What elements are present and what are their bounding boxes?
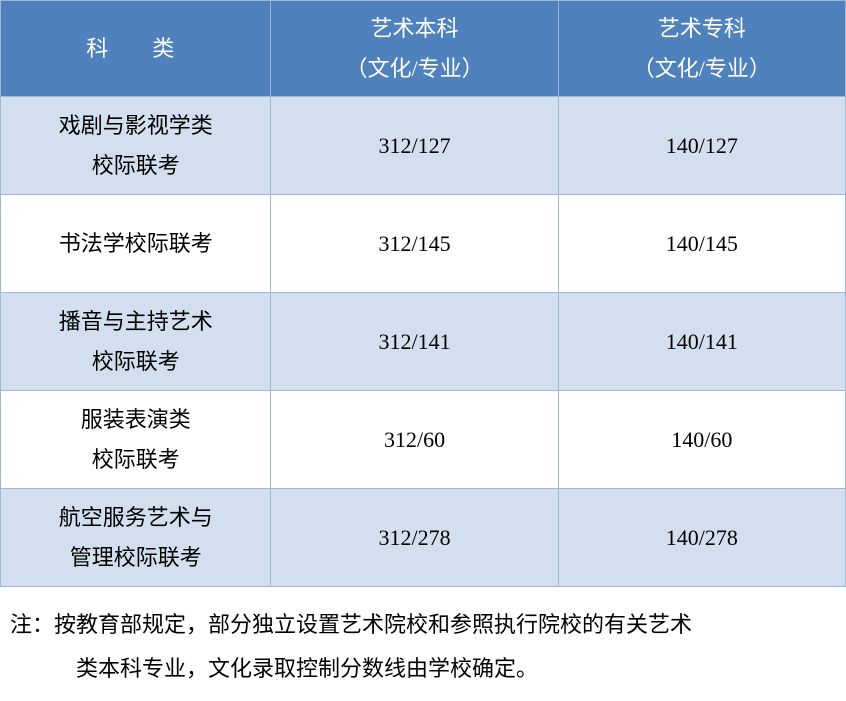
- table-body: 戏剧与影视学类 校际联考 312/127 140/127 书法学校际联考 312…: [1, 97, 846, 587]
- cell-col1: 312/127: [271, 97, 558, 195]
- cell-col2: 140/145: [558, 195, 845, 293]
- header-col2: 艺术专科 （文化/专业）: [558, 1, 845, 97]
- cell-col1: 312/60: [271, 391, 558, 489]
- table-row: 播音与主持艺术 校际联考 312/141 140/141: [1, 293, 846, 391]
- table-header-row: 科 类 艺术本科 （文化/专业） 艺术专科 （文化/专业）: [1, 1, 846, 97]
- header-category: 科 类: [1, 1, 271, 97]
- table-row: 服装表演类 校际联考 312/60 140/60: [1, 391, 846, 489]
- header-col2-line2: （文化/专业）: [563, 49, 841, 89]
- cell-category: 航空服务艺术与 管理校际联考: [1, 489, 271, 587]
- cell-col2: 140/127: [558, 97, 845, 195]
- header-col1-line1: 艺术本科: [275, 9, 553, 49]
- category-line2: 管理校际联考: [5, 538, 266, 578]
- cell-col2: 140/141: [558, 293, 845, 391]
- cell-category: 播音与主持艺术 校际联考: [1, 293, 271, 391]
- cell-col1: 312/141: [271, 293, 558, 391]
- category-line2: 校际联考: [5, 440, 266, 480]
- header-col1-line2: （文化/专业）: [275, 49, 553, 89]
- cell-category: 书法学校际联考: [1, 195, 271, 293]
- category-line1: 戏剧与影视学类: [5, 106, 266, 146]
- category-line2: 校际联考: [5, 342, 266, 382]
- cell-col1: 312/145: [271, 195, 558, 293]
- score-table-container: 科 类 艺术本科 （文化/专业） 艺术专科 （文化/专业） 戏剧与影视学类 校际…: [0, 0, 846, 587]
- table-row: 书法学校际联考 312/145 140/145: [1, 195, 846, 293]
- category-line1: 播音与主持艺术: [5, 302, 266, 342]
- cell-col1: 312/278: [271, 489, 558, 587]
- table-row: 航空服务艺术与 管理校际联考 312/278 140/278: [1, 489, 846, 587]
- score-table: 科 类 艺术本科 （文化/专业） 艺术专科 （文化/专业） 戏剧与影视学类 校际…: [0, 0, 846, 587]
- header-col2-line1: 艺术专科: [563, 9, 841, 49]
- category-line1: 书法学校际联考: [5, 224, 266, 264]
- cell-col2: 140/278: [558, 489, 845, 587]
- header-category-text: 科 类: [5, 29, 266, 69]
- footnote-line2: 类本科专业，文化录取控制分数线由学校确定。: [10, 647, 836, 691]
- footnote-line1: 注：按教育部规定，部分独立设置艺术院校和参照执行院校的有关艺术: [10, 612, 692, 637]
- header-col1: 艺术本科 （文化/专业）: [271, 1, 558, 97]
- cell-category: 戏剧与影视学类 校际联考: [1, 97, 271, 195]
- category-line1: 航空服务艺术与: [5, 498, 266, 538]
- category-line2: 校际联考: [5, 146, 266, 186]
- cell-category: 服装表演类 校际联考: [1, 391, 271, 489]
- category-line1: 服装表演类: [5, 400, 266, 440]
- table-row: 戏剧与影视学类 校际联考 312/127 140/127: [1, 97, 846, 195]
- footnote: 注：按教育部规定，部分独立设置艺术院校和参照执行院校的有关艺术 类本科专业，文化…: [0, 587, 846, 701]
- cell-col2: 140/60: [558, 391, 845, 489]
